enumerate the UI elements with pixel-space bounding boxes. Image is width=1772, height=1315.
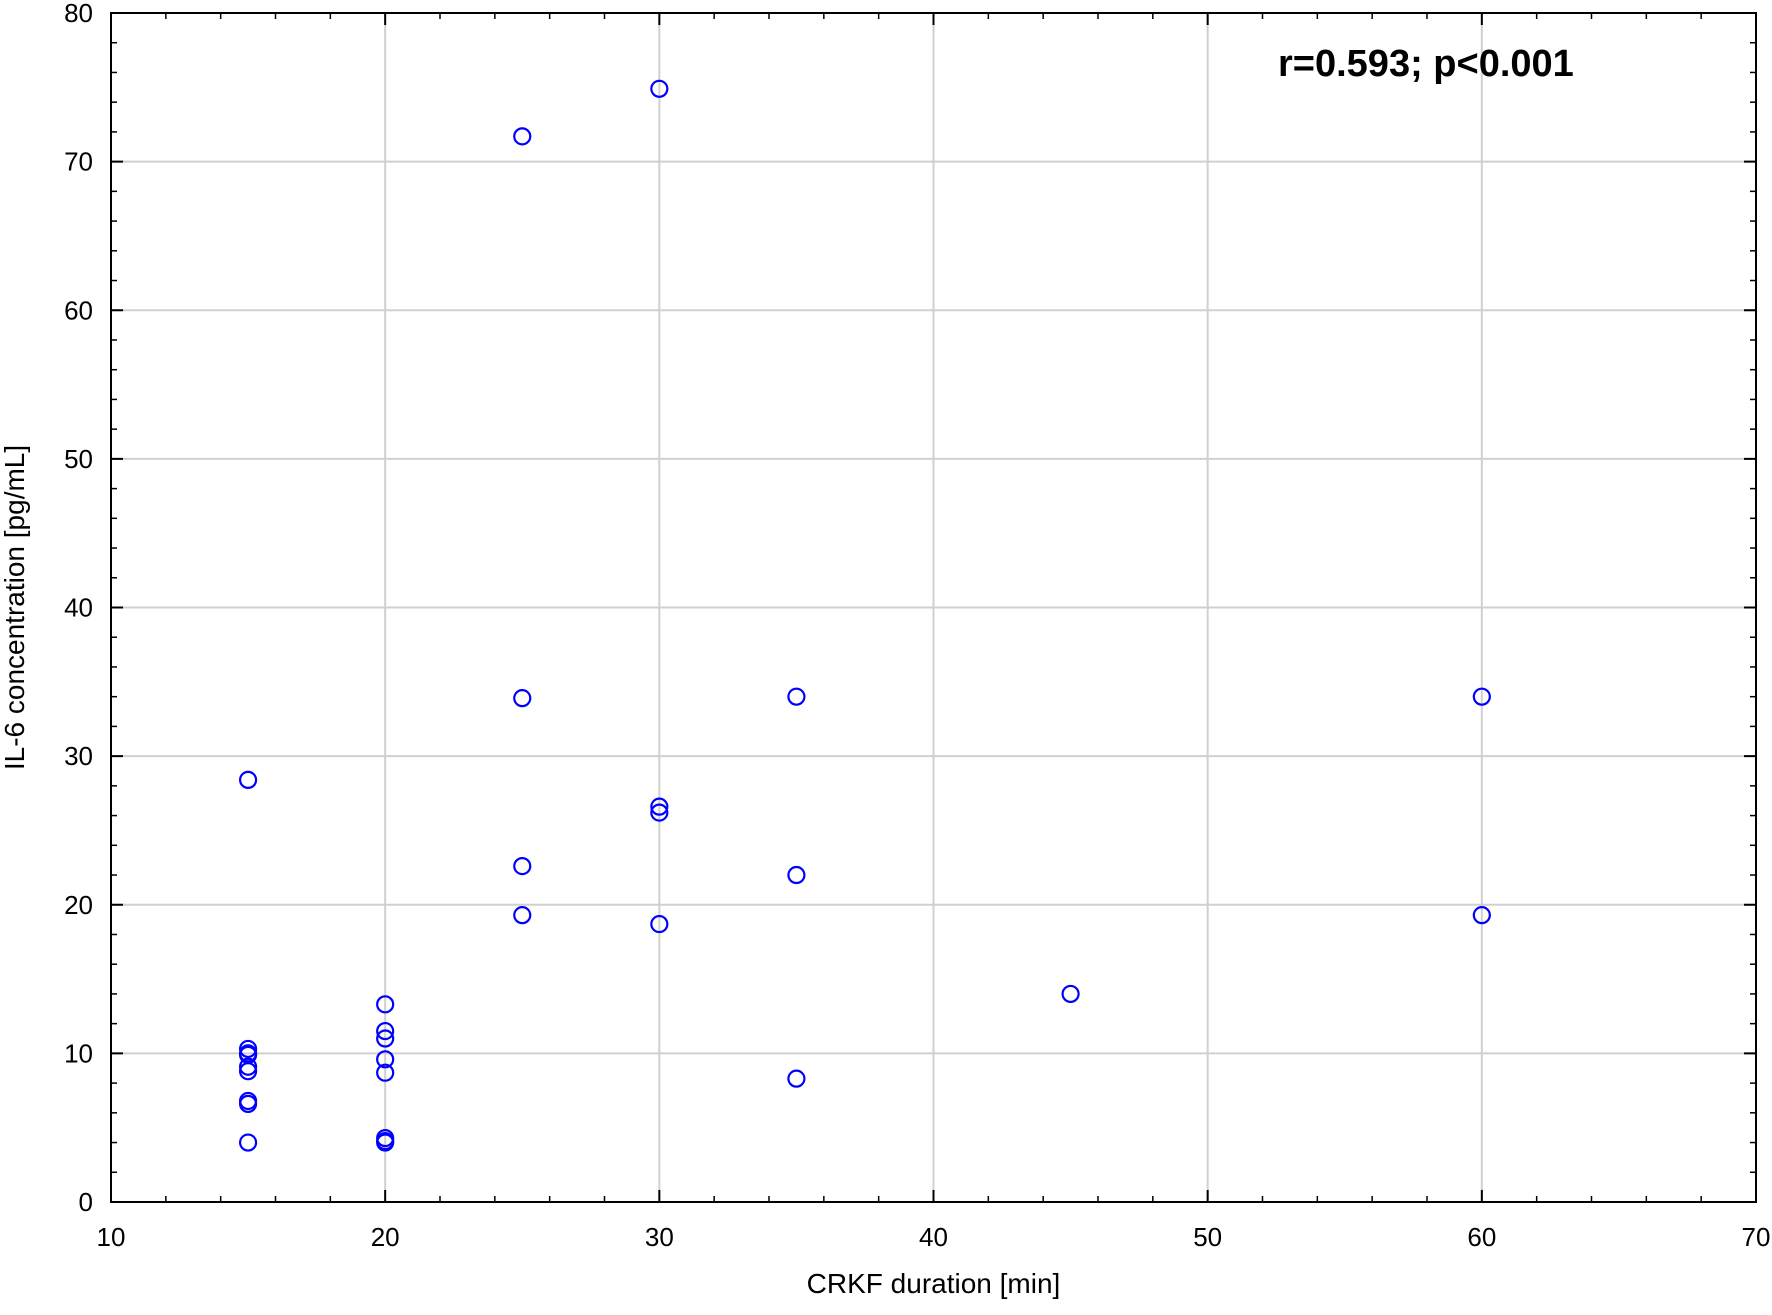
y-tick-label: 80 [64, 0, 93, 28]
x-tick-label: 60 [1467, 1222, 1496, 1252]
data-point [238, 1133, 258, 1152]
data-points [238, 79, 1491, 1152]
data-point [376, 1021, 395, 1041]
data-point [650, 797, 669, 816]
data-point [650, 803, 669, 822]
y-axis-title: IL-6 concentration [pg/mL] [0, 445, 30, 770]
x-tick-label: 20 [371, 1222, 400, 1252]
data-point [238, 1094, 258, 1114]
y-tick-label: 10 [64, 1038, 93, 1068]
data-point [787, 1069, 806, 1088]
correlation-annotation: r=0.593; p<0.001 [1278, 43, 1574, 85]
data-point [376, 995, 395, 1014]
data-point [376, 1050, 395, 1069]
data-point [376, 1131, 395, 1151]
data-point [238, 1044, 258, 1063]
x-tick-label: 40 [919, 1222, 948, 1252]
data-point [1472, 906, 1491, 925]
x-tick-label: 50 [1193, 1222, 1222, 1252]
data-point [513, 857, 532, 876]
x-tick-labels: 10 20 30 40 50 60 70 [97, 1222, 1771, 1252]
y-tick-labels: 0 10 20 30 40 50 60 70 80 [64, 0, 93, 1217]
data-point [238, 1062, 258, 1081]
y-tick-label: 30 [64, 741, 93, 771]
y-tick-label: 0 [79, 1187, 93, 1217]
x-axis-title: CRKF duration [min] [807, 1268, 1061, 1299]
y-tick-label: 40 [64, 593, 93, 623]
data-point [1472, 687, 1491, 706]
data-point [513, 689, 532, 708]
data-point [513, 127, 532, 146]
y-tick-label: 50 [64, 444, 93, 474]
grid [111, 13, 1756, 1202]
data-point [238, 1057, 258, 1076]
x-tick-label: 10 [97, 1222, 126, 1252]
plot-frame [110, 12, 1757, 1203]
data-point [787, 865, 806, 885]
y-tick-label: 70 [64, 147, 93, 177]
data-point [376, 1029, 395, 1048]
y-tick-label: 20 [64, 890, 93, 920]
x-tick-label: 70 [1742, 1222, 1771, 1252]
data-point [376, 1063, 395, 1082]
data-point [513, 906, 532, 925]
data-point [1061, 984, 1080, 1004]
data-point [787, 687, 806, 706]
data-point [650, 79, 669, 98]
x-tick-label: 30 [645, 1222, 674, 1252]
data-point [650, 914, 669, 934]
y-tick-label: 60 [64, 295, 93, 325]
data-point [238, 1039, 258, 1059]
data-point [238, 770, 258, 790]
